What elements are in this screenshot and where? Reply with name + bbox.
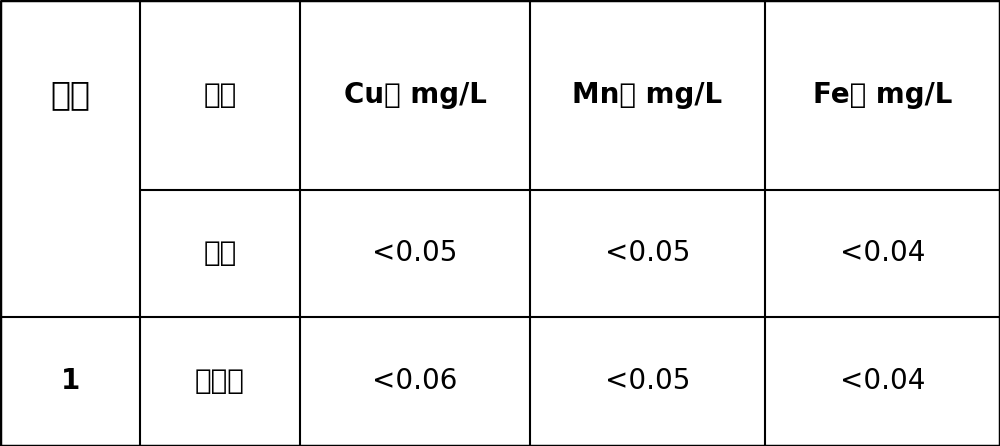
Text: <0.05: <0.05 — [605, 239, 690, 267]
Text: <0.05: <0.05 — [605, 368, 690, 395]
Text: <0.04: <0.04 — [840, 239, 925, 267]
Text: <0.04: <0.04 — [840, 368, 925, 395]
Text: 原水: 原水 — [203, 239, 237, 267]
Text: Cu， mg/L: Cu， mg/L — [344, 81, 486, 109]
Text: Mn， mg/L: Mn， mg/L — [572, 81, 723, 109]
Text: 次数: 次数 — [50, 78, 90, 111]
Text: <0.05: <0.05 — [372, 239, 458, 267]
Text: Fe， mg/L: Fe， mg/L — [813, 81, 952, 109]
Text: <0.06: <0.06 — [372, 368, 458, 395]
Text: 条件: 条件 — [203, 81, 237, 109]
Text: 1: 1 — [60, 368, 80, 395]
Text: 催化剑: 催化剑 — [195, 368, 245, 395]
